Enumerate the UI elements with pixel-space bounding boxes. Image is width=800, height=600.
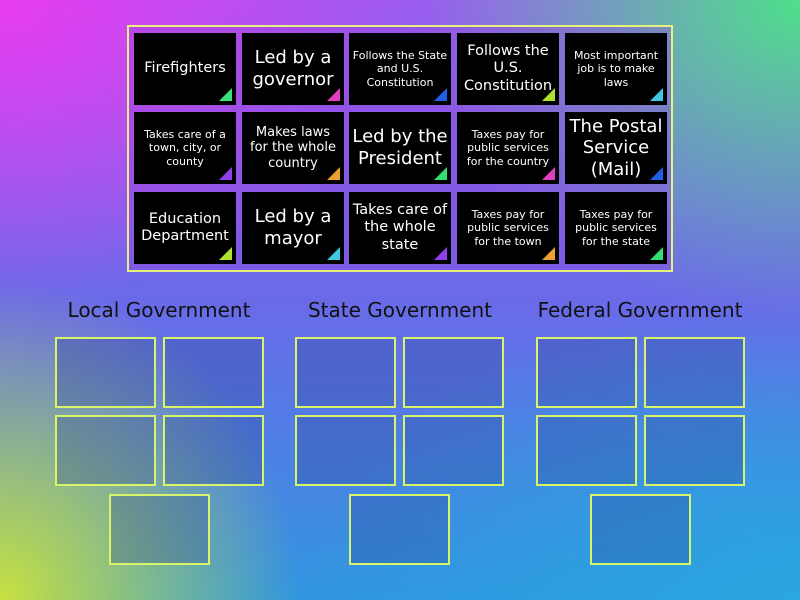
answer-card[interactable]: Led by the President — [349, 112, 451, 184]
drop-zone-federal[interactable] — [644, 337, 745, 408]
drop-zone-federal[interactable] — [536, 415, 637, 486]
card-text: Led by the President — [352, 126, 448, 169]
corner-triangle-icon — [650, 88, 663, 101]
corner-triangle-icon — [219, 247, 232, 260]
card-text: Follows the State and U.S. Constitution — [352, 49, 448, 89]
corner-triangle-icon — [434, 88, 447, 101]
group-heading-state: State Government — [307, 298, 493, 322]
corner-triangle-icon — [542, 247, 555, 260]
card-text: Most important job is to make laws — [573, 49, 659, 89]
drop-zone-federal[interactable] — [590, 494, 691, 565]
answer-card[interactable]: Taxes pay for public services for the co… — [457, 112, 559, 184]
drop-zone-local[interactable] — [109, 494, 210, 565]
corner-triangle-icon — [219, 167, 232, 180]
drop-zone-local[interactable] — [163, 337, 264, 408]
card-text: Led by a mayor — [254, 206, 332, 249]
card-text: Takes care of a town, city, or county — [144, 128, 226, 168]
answer-card[interactable]: Follows the State and U.S. Constitution — [349, 33, 451, 105]
answer-card[interactable]: Makes laws for the whole country — [242, 112, 344, 184]
card-text: Makes laws for the whole country — [250, 124, 336, 171]
answer-card[interactable]: Firefighters — [134, 33, 236, 105]
answer-card[interactable]: Taxes pay for public services for the st… — [565, 192, 667, 264]
corner-triangle-icon — [219, 88, 232, 101]
answer-card[interactable]: Led by a governor — [242, 33, 344, 105]
card-text: Taxes pay for public services for the to… — [467, 208, 549, 248]
card-text: Takes care of the whole state — [352, 201, 448, 253]
drop-zone-federal[interactable] — [644, 415, 745, 486]
group-heading-federal: Federal Government — [537, 298, 743, 322]
drop-zone-local[interactable] — [55, 415, 156, 486]
drop-zone-state[interactable] — [295, 415, 396, 486]
card-text: Education Department — [141, 210, 229, 244]
answer-card[interactable]: Education Department — [134, 192, 236, 264]
card-text: Taxes pay for public services for the co… — [466, 128, 550, 168]
answer-card[interactable]: Taxes pay for public services for the to… — [457, 192, 559, 264]
answer-card[interactable]: Takes care of a town, city, or county — [134, 112, 236, 184]
answer-card[interactable]: Most important job is to make laws — [565, 33, 667, 105]
drop-zone-state[interactable] — [403, 415, 504, 486]
card-text: Led by a governor — [252, 47, 334, 90]
group-heading-local: Local Government — [67, 298, 251, 322]
drop-zone-local[interactable] — [55, 337, 156, 408]
corner-triangle-icon — [650, 247, 663, 260]
drop-zone-state[interactable] — [403, 337, 504, 408]
card-text: The Postal Service (Mail) — [569, 115, 663, 180]
answer-card[interactable]: The Postal Service (Mail) — [565, 112, 667, 184]
drop-zone-federal[interactable] — [536, 337, 637, 408]
corner-triangle-icon — [542, 167, 555, 180]
card-text: Firefighters — [144, 60, 226, 77]
drop-zone-state[interactable] — [349, 494, 450, 565]
card-text: Follows the U.S. Constitution — [463, 42, 553, 94]
card-text: Taxes pay for public services for the st… — [575, 208, 657, 248]
answer-card[interactable]: Takes care of the whole state — [349, 192, 451, 264]
answer-card[interactable]: Led by a mayor — [242, 192, 344, 264]
drop-zone-state[interactable] — [295, 337, 396, 408]
answer-card[interactable]: Follows the U.S. Constitution — [457, 33, 559, 105]
drop-zone-local[interactable] — [163, 415, 264, 486]
